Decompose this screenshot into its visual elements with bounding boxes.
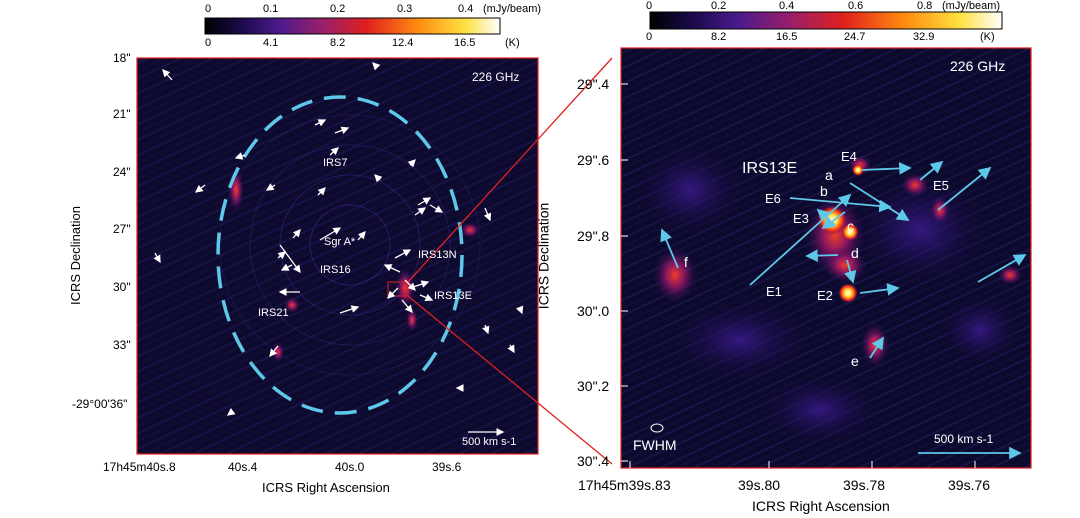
label-irs7: IRS7: [323, 157, 348, 169]
label-sgra: Sgr A*: [324, 236, 356, 248]
cbar-left-bot-0: 0: [205, 37, 212, 49]
left-frequency: 226 GHz: [472, 70, 520, 84]
left-ytick-1: 21": [113, 107, 131, 121]
cbar-right-bot-1: 8.2: [711, 31, 727, 43]
label-b: b: [820, 183, 828, 199]
left-x-axis-title: ICRS Right Ascension: [262, 480, 390, 495]
right-ytick-1: 29".6: [577, 152, 610, 168]
label-e: e: [851, 353, 859, 369]
cbar-left-top-3: 0.3: [397, 3, 413, 15]
right-image: [620, 47, 1032, 469]
label-e2: E2: [817, 288, 833, 303]
label-e4: E4: [841, 149, 857, 164]
left-xtick-3: 39s.6: [432, 460, 462, 474]
label-e6: E6: [765, 191, 781, 206]
left-scale-label: 500 km s-1: [462, 436, 517, 448]
left-y-axis-title: ICRS Declination: [68, 206, 83, 305]
label-irs21: IRS21: [258, 307, 289, 319]
cbar-left-unit-bottom: (K): [505, 37, 520, 49]
right-ytick-5: 30".4: [577, 453, 610, 469]
right-ytick-0: 29".4: [577, 76, 610, 92]
left-xtick-0: 17h45m40s.8: [103, 460, 176, 474]
label-d: d: [851, 245, 859, 261]
beam-label: FWHM: [633, 437, 677, 453]
cbar-left-top-0: 0: [205, 3, 212, 15]
right-ytick-3: 30".0: [577, 303, 610, 319]
right-xtick-3: 39s.76: [948, 477, 991, 493]
label-e3: E3: [793, 211, 809, 226]
right-xtick-2: 39s.78: [843, 477, 886, 493]
left-ytick-0: 18": [113, 51, 131, 65]
label-e5: E5: [933, 178, 949, 193]
cbar-right-bot-2: 16.5: [776, 31, 798, 43]
colorbar-left: [204, 17, 501, 35]
right-scale-label: 500 km s-1: [934, 432, 994, 446]
cbar-left-bot-2: 8.2: [330, 37, 346, 49]
right-xtick-0: 17h45m39s.83: [578, 477, 671, 493]
left-ytick-3: 27": [113, 222, 131, 236]
cbar-left-bot-3: 12.4: [392, 37, 414, 49]
cbar-right-unit-bottom: (K): [980, 31, 995, 43]
label-irs16: IRS16: [320, 264, 351, 276]
right-frequency: 226 GHz: [950, 58, 1006, 74]
left-ytick-4: 30": [113, 280, 131, 294]
cbar-right-bot-3: 24.7: [844, 31, 866, 43]
left-xtick-1: 40s.4: [228, 460, 258, 474]
left-ytick-2: 24": [113, 165, 131, 179]
cbar-right-top-0: 0: [646, 0, 653, 12]
cbar-right-top-4: 0.8: [917, 0, 933, 12]
cbar-right-top-2: 0.4: [779, 0, 795, 12]
right-x-axis-title: ICRS Right Ascension: [752, 498, 890, 514]
label-a: a: [825, 167, 833, 183]
zoom-connector-top: [407, 57, 613, 283]
right-xtick-1: 39s.80: [738, 477, 781, 493]
cbar-right-top-1: 0.2: [711, 0, 727, 12]
right-y-axis-title: ICRS Declination: [535, 202, 552, 310]
cbar-right-bot-4: 32.9: [913, 31, 935, 43]
zoom-connector-bottom: [407, 295, 613, 465]
left-ytick-5: 33": [113, 338, 131, 352]
cbar-left-unit-top: (mJy/beam): [483, 3, 542, 15]
right-ticks: [621, 83, 976, 468]
left-ytick-6: -29°00'36": [72, 397, 128, 411]
label-irs13e: IRS13E: [434, 290, 472, 302]
label-e1: E1: [766, 284, 782, 299]
cbar-right-unit-top: (mJy/beam): [942, 0, 1001, 12]
right-ytick-4: 30".2: [577, 378, 610, 394]
label-irs13n: IRS13N: [418, 249, 457, 261]
cbar-left-top-2: 0.2: [330, 3, 346, 15]
label-f: f: [684, 254, 688, 270]
colorbar-right: [649, 11, 1003, 30]
cbar-right-bot-0: 0: [646, 31, 653, 43]
cbar-left-bot-4: 16.5: [454, 37, 476, 49]
label-c: c: [847, 218, 854, 234]
left-image: [136, 57, 539, 455]
cbar-left-top-4: 0.4: [458, 3, 474, 15]
right-ytick-2: 29".8: [577, 228, 610, 244]
left-xtick-2: 40s.0: [335, 460, 365, 474]
cbar-left-top-1: 0.1: [263, 3, 279, 15]
cbar-right-top-3: 0.6: [848, 0, 864, 12]
cbar-left-bot-1: 4.1: [263, 37, 279, 49]
right-title-irs13e: IRS13E: [742, 160, 798, 177]
